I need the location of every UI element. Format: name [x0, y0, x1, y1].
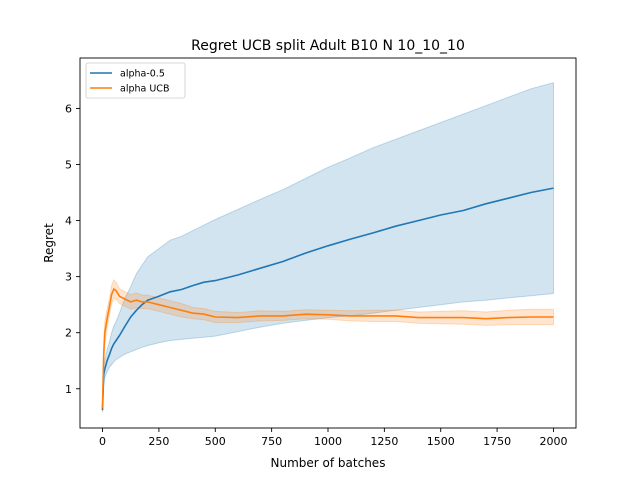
x-axis-ticks: 0 250 500 750 1000 1250 1500 1750 2000	[99, 428, 567, 448]
band-alpha-0.5	[102, 82, 554, 413]
y-tick-label: 2	[65, 327, 72, 340]
legend-label-alpha-0.5: alpha-0.5	[120, 69, 165, 80]
x-axis-label: Number of batches	[271, 456, 386, 470]
x-tick-label: 1500	[427, 435, 455, 448]
y-tick-label: 4	[65, 215, 72, 228]
x-tick-label: 1750	[483, 435, 511, 448]
x-tick-label: 1250	[370, 435, 398, 448]
y-tick-label: 3	[65, 271, 72, 284]
x-tick-label: 1000	[314, 435, 342, 448]
confidence-bands	[102, 82, 554, 413]
series-lines	[101, 187, 554, 411]
legend-box	[85, 62, 186, 99]
legend: alpha-0.5 alpha UCB	[85, 62, 186, 99]
chart-title: Regret UCB split Adult B10 N 10_10_10	[191, 38, 465, 54]
y-axis-label: Regret	[42, 223, 56, 263]
y-tick-label: 6	[65, 102, 72, 115]
y-axis-ticks: 1 2 3 4 5 6	[65, 102, 80, 396]
x-tick-label: 250	[148, 435, 169, 448]
series-line-alpha-0.5	[101, 187, 554, 411]
band-alpha-ucb	[102, 279, 554, 412]
legend-label-alpha-ucb: alpha UCB	[120, 84, 169, 95]
x-tick-label: 750	[261, 435, 282, 448]
series-line-alpha-ucb	[101, 288, 554, 409]
x-tick-label: 500	[205, 435, 226, 448]
y-tick-label: 1	[65, 383, 72, 396]
x-tick-label: 2000	[539, 435, 567, 448]
x-tick-label: 0	[99, 435, 106, 448]
y-tick-label: 5	[65, 159, 72, 172]
